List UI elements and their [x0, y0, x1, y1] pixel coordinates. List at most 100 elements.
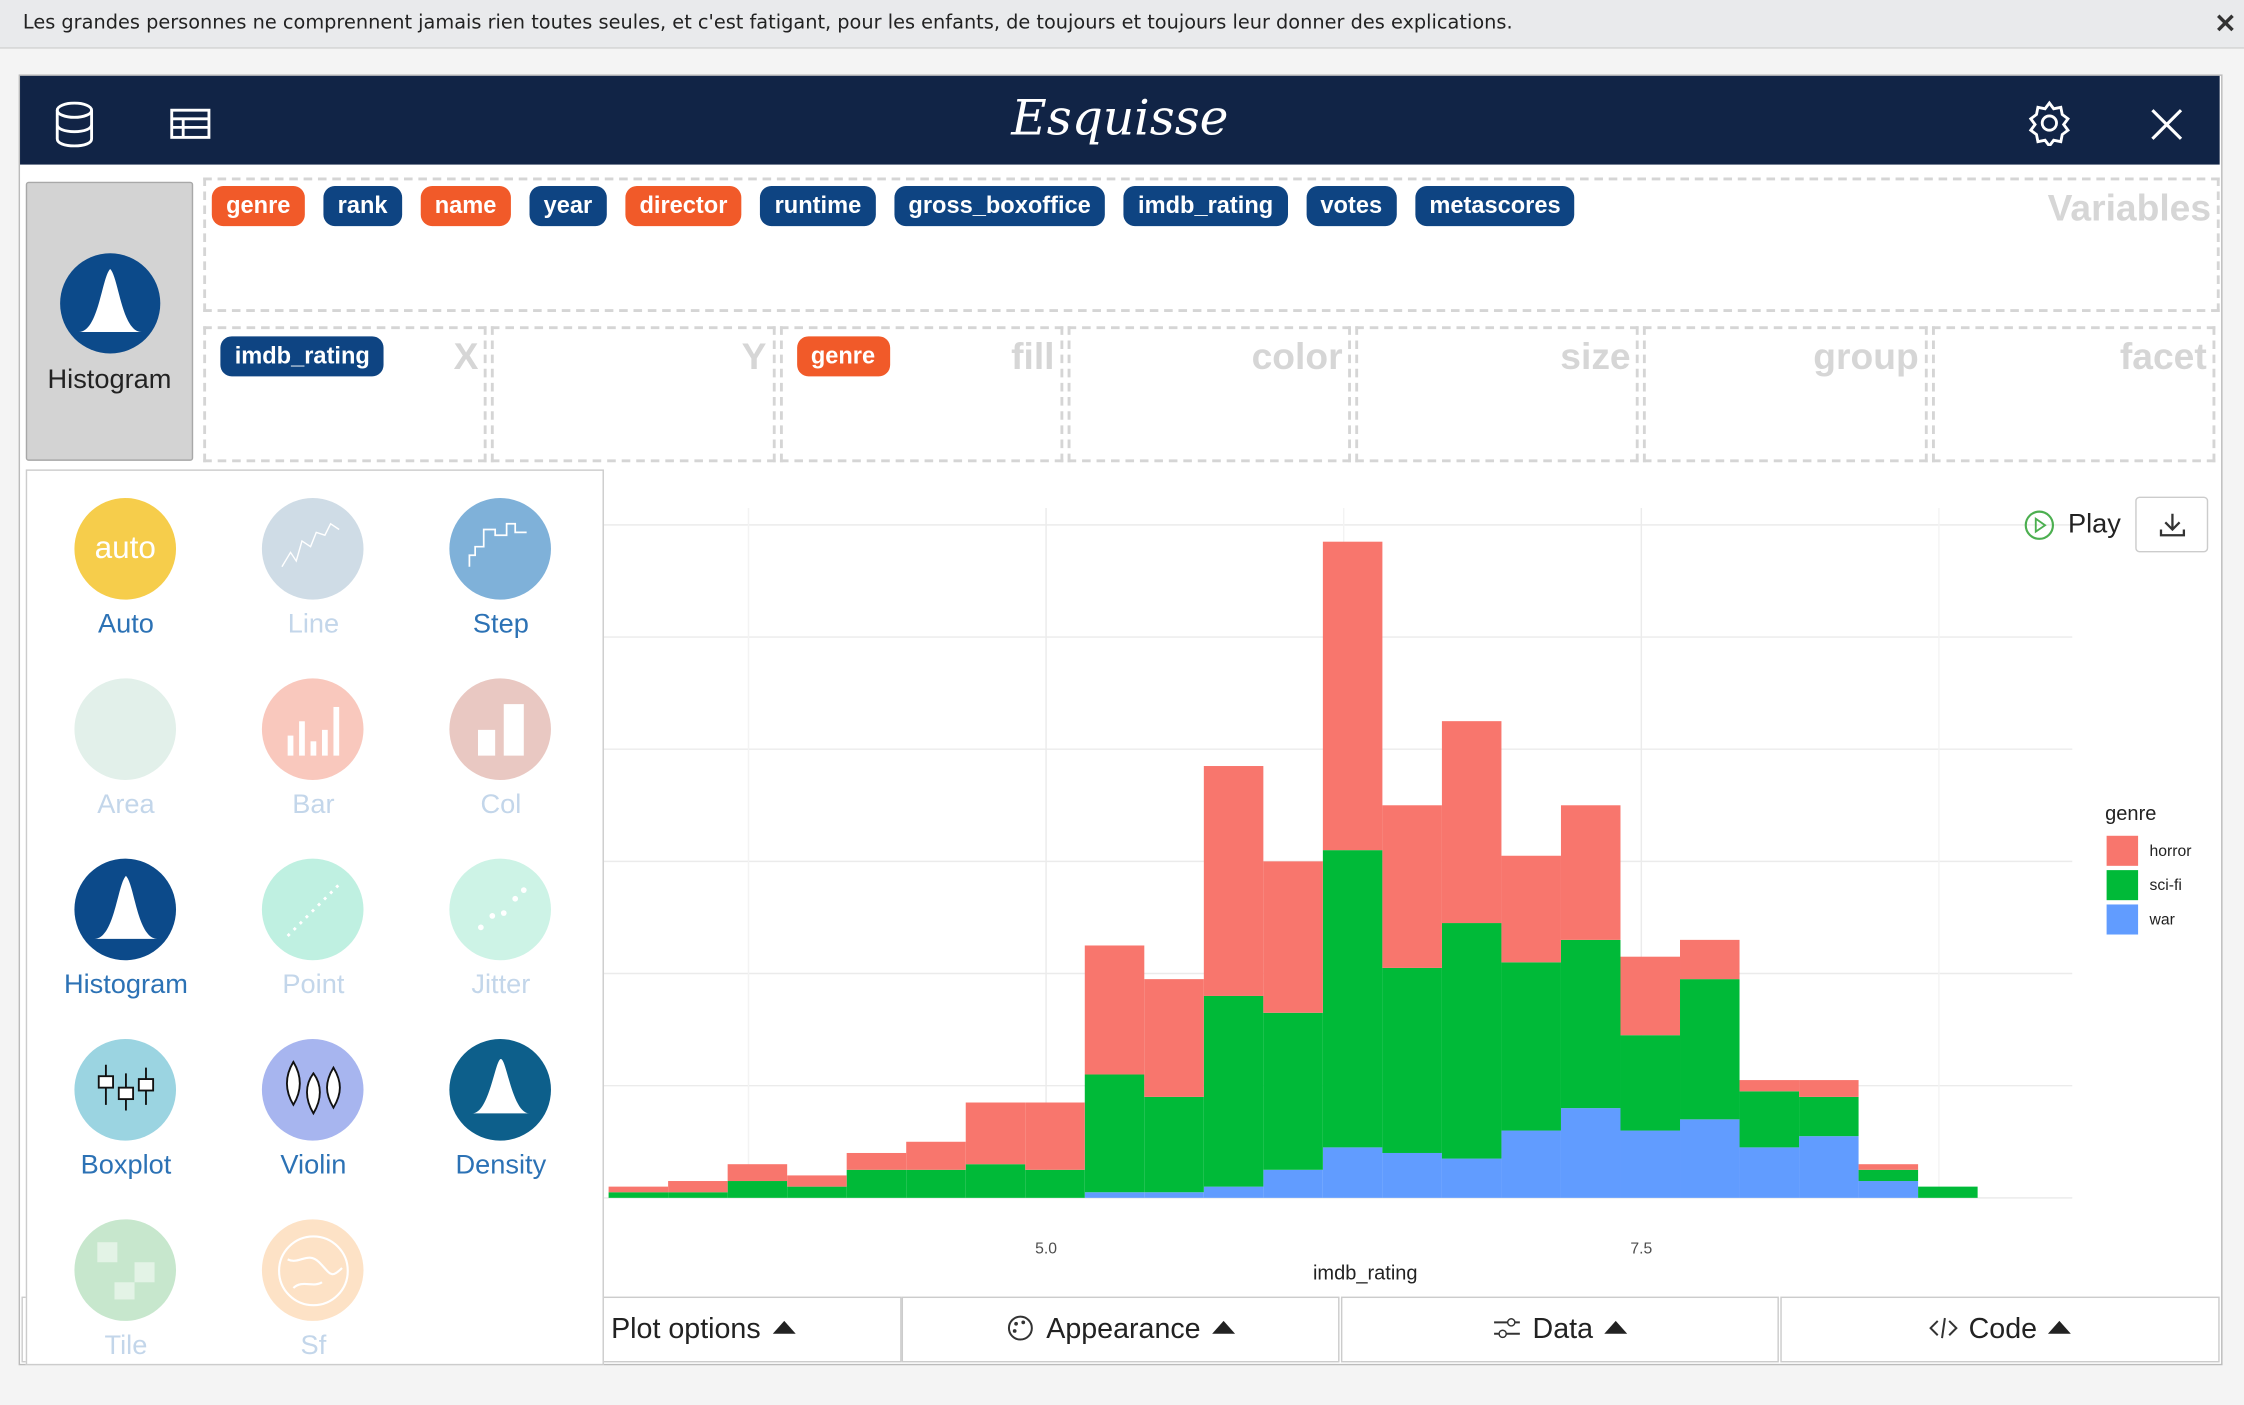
bar-segment [1441, 923, 1502, 1159]
legend-title: genre [2105, 803, 2156, 825]
footer-button[interactable]: Data [1340, 1296, 1779, 1363]
mapping-zone[interactable]: size [1355, 326, 1640, 463]
zone-label: group [1813, 334, 1919, 378]
bar-segment [1203, 1186, 1264, 1198]
variable-chip[interactable]: director [625, 186, 742, 227]
mapping-zone[interactable]: fill genre [779, 326, 1064, 463]
bar-segment [1858, 1169, 1919, 1182]
mapping-zone[interactable]: facet [1931, 326, 2216, 463]
bar-segment [1441, 1158, 1502, 1198]
dropdown-caret [1604, 1320, 1628, 1334]
chart-type-icon[interactable]: auto [74, 498, 177, 600]
mapping-zone[interactable]: group [1643, 326, 1928, 463]
bar-segment [1144, 1192, 1204, 1198]
chart-type-glyph [287, 706, 340, 756]
variable-chip[interactable]: rank [323, 186, 402, 227]
zone-label: X [453, 334, 479, 378]
bar-segment [1144, 979, 1204, 1097]
bar-segment [1382, 805, 1442, 968]
chart-type-label[interactable]: Step [472, 609, 529, 640]
data-icon[interactable] [54, 101, 97, 148]
bar-segment [1739, 1080, 1800, 1092]
mapping-chip[interactable]: genre [796, 336, 890, 377]
close-icon[interactable] [2150, 107, 2184, 141]
zone-label: Y [741, 334, 767, 378]
bar-segment [608, 1192, 669, 1198]
mapping-zone[interactable]: Y [491, 326, 776, 463]
table-icon[interactable] [169, 107, 212, 141]
banner: Les grandes personnes ne comprennent jam… [0, 0, 2244, 49]
footer-button[interactable]: Appearance [901, 1296, 1340, 1363]
bar-segment [965, 1102, 1026, 1165]
bar-segment [1322, 850, 1383, 1148]
chart-type-label: Sf [300, 1330, 327, 1361]
bar-segment [906, 1169, 966, 1198]
variable-chip[interactable]: runtime [760, 186, 876, 227]
mapping-zone[interactable]: color [1067, 326, 1352, 463]
variable-chip[interactable]: year [529, 186, 607, 227]
bar-segment [1144, 1096, 1204, 1193]
chart-type-label[interactable]: Boxplot [80, 1150, 172, 1181]
bar-segment [1501, 1130, 1561, 1198]
bar-segment [906, 1141, 966, 1170]
variable-chip[interactable]: votes [1306, 186, 1397, 227]
variable-chip[interactable]: imdb_rating [1123, 186, 1288, 227]
legend-swatch [2106, 904, 2139, 935]
chart-type-label: Bar [292, 789, 335, 821]
bar-segment [1084, 1192, 1145, 1198]
chart-type-icon [261, 498, 364, 600]
chart-type-label[interactable]: Violin [280, 1150, 347, 1181]
banner-text: Les grandes personnes ne comprennent jam… [22, 11, 1513, 35]
histogram-icon [60, 253, 161, 354]
bar-segment [727, 1164, 788, 1182]
chart-type-icon [449, 678, 551, 780]
chart-type-label[interactable]: Density [455, 1150, 547, 1181]
chart-type-icon[interactable] [449, 498, 551, 600]
bar-segment [1203, 995, 1264, 1187]
legend-label: sci-fi [2150, 877, 2182, 894]
banner-close[interactable] [2215, 13, 2235, 33]
chart-type-button[interactable]: Histogram [25, 181, 194, 461]
variable-chip[interactable]: metascores [1415, 186, 1575, 227]
chart-type-panel: auto Auto Line Step Area Bar Col Histogram Point… [25, 469, 604, 1366]
chart-type-glyph [277, 1235, 349, 1307]
dropdown-caret [1212, 1320, 1235, 1334]
chart-type-label[interactable]: Histogram [63, 970, 188, 1001]
variable-chip[interactable]: gross_boxoffice [894, 186, 1106, 227]
bar-segment [1084, 945, 1145, 1075]
download-button[interactable] [2135, 496, 2209, 553]
chart-type-label: Area [97, 789, 155, 821]
legend-swatch [2106, 835, 2139, 866]
bar-segment [1322, 1147, 1383, 1198]
play-icon [2024, 510, 2055, 540]
variable-chip[interactable]: genre [211, 186, 305, 227]
settings-icon[interactable] [2026, 100, 2072, 146]
chart-type-glyph [468, 522, 527, 567]
footer-label: Plot options [611, 1313, 761, 1346]
zone-label: color [1251, 334, 1343, 378]
zone-label: fill [1011, 334, 1055, 378]
bar-segment [1560, 939, 1621, 1109]
bar-segment [1799, 1080, 1859, 1097]
mapping-chip[interactable]: imdb_rating [220, 336, 385, 377]
footer-icon [1008, 1315, 1033, 1341]
chart-type-icon [74, 1219, 177, 1321]
chart-type-label: Tile [104, 1330, 148, 1361]
footer-button[interactable]: Code [1780, 1296, 2220, 1363]
bar-segment [1680, 1119, 1740, 1198]
variable-chip[interactable]: name [420, 186, 511, 227]
bar-segment [1501, 962, 1561, 1131]
bar-segment [1620, 1130, 1681, 1198]
bar-segment [1739, 1091, 1800, 1148]
zone-label: size [1560, 334, 1631, 378]
chart-type-label: Line [287, 609, 340, 640]
bar-segment [1203, 766, 1264, 996]
legend-swatch [2106, 870, 2139, 901]
bar-segment [1739, 1147, 1800, 1198]
chart-type-glyph [472, 1059, 530, 1114]
variables-zone[interactable]: Variables genre rank name year director runti… [203, 177, 2220, 312]
chart-type-label[interactable]: Auto [97, 609, 154, 640]
